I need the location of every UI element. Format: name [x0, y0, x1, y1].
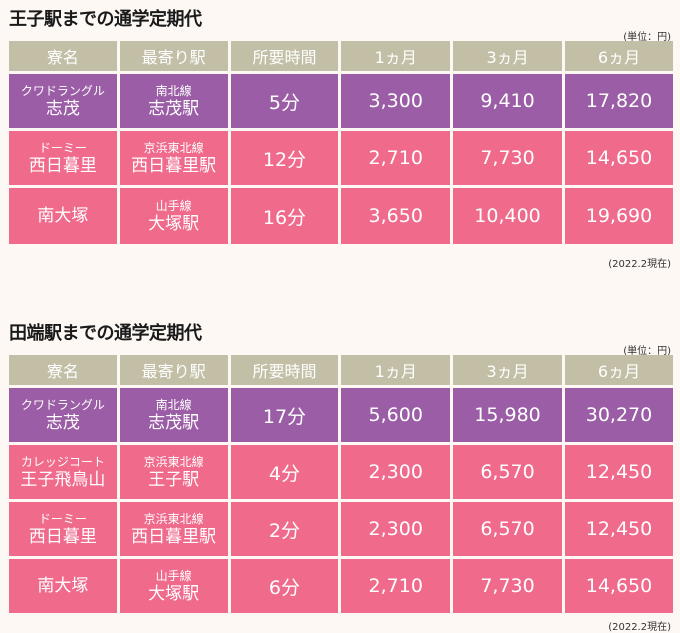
- section-tabata: 田端駅までの通学定期代 (単位：円) 寮名 最寄り駅 所要時間 1ヵ月 3ヵ月 …: [9, 322, 673, 633]
- station-name: 志茂駅: [148, 412, 200, 433]
- station-name: 大塚駅: [148, 213, 200, 234]
- dorm-brand: クワドラングル: [20, 83, 105, 98]
- station-cell: 山手線 大塚駅: [119, 188, 228, 244]
- table-header-row: 寮名 最寄り駅 所要時間 1ヵ月 3ヵ月 6ヵ月: [9, 41, 673, 71]
- station-name: 王子駅: [148, 469, 200, 490]
- dorm-brand: カレッジコート: [20, 454, 105, 469]
- dorm-cell: クワドラングル 志茂: [9, 74, 117, 128]
- table-row: ドーミー 西日暮里 京浜東北線 西日暮里駅 12分 2,710 7,730 14,6…: [9, 131, 673, 185]
- fare-1month: 5,600: [341, 388, 451, 442]
- section-title: 田端駅までの通学定期代: [9, 323, 202, 344]
- dorm-cell: クワドラングル 志茂: [9, 388, 117, 442]
- table-row: カレッジコート 王子飛鳥山 京浜東北線 王子駅 4分 2,300 6,570 12,…: [9, 445, 673, 499]
- fare-6month: 12,450: [565, 445, 673, 499]
- travel-time: 17分: [230, 388, 339, 442]
- header-station: 最寄り駅: [119, 41, 228, 71]
- date-note: (2022.2現在): [608, 259, 671, 270]
- fare-1month: 2,710: [341, 131, 451, 185]
- fare-3month: 15,980: [453, 388, 562, 442]
- line-name: 南北線: [155, 397, 192, 412]
- station-cell: 京浜東北線 西日暮里駅: [119, 131, 228, 185]
- header-dorm: 寮名: [9, 355, 117, 385]
- fare-6month: 14,650: [565, 559, 673, 613]
- dorm-cell: カレッジコート 王子飛鳥山: [9, 445, 117, 499]
- dorm-name: 南大塚: [37, 576, 89, 596]
- fare-6month: 17,820: [565, 74, 673, 128]
- station-cell: 京浜東北線 西日暮里駅: [119, 502, 228, 556]
- travel-time: 12分: [230, 131, 339, 185]
- dorm-cell: 南大塚: [9, 559, 117, 613]
- fare-1month: 2,300: [341, 502, 451, 556]
- dorm-name: 王子飛鳥山: [20, 469, 106, 490]
- line-name: 京浜東北線: [143, 140, 204, 155]
- line-name: 南北線: [155, 83, 192, 98]
- dorm-brand: ドーミー: [38, 511, 87, 526]
- fare-table: 寮名 最寄り駅 所要時間 1ヵ月 3ヵ月 6ヵ月 クワドラングル 志茂 南北線 志茂…: [6, 352, 676, 616]
- header-3month: 3ヵ月: [453, 355, 562, 385]
- dorm-brand: ドーミー: [38, 140, 87, 155]
- station-name: 西日暮里駅: [131, 155, 217, 176]
- fare-3month: 6,570: [453, 445, 562, 499]
- travel-time: 2分: [230, 502, 339, 556]
- dorm-cell: 南大塚: [9, 188, 117, 244]
- line-name: 山手線: [155, 198, 192, 213]
- line-name: 山手線: [155, 568, 192, 583]
- dorm-cell: ドーミー 西日暮里: [9, 502, 117, 556]
- travel-time: 16分: [230, 188, 339, 244]
- table-row: クワドラングル 志茂 南北線 志茂駅 17分 5,600 15,980 30,270: [9, 388, 673, 442]
- dorm-cell: ドーミー 西日暮里: [9, 131, 117, 185]
- fare-6month: 30,270: [565, 388, 673, 442]
- fare-3month: 7,730: [453, 131, 562, 185]
- station-name: 大塚駅: [148, 583, 200, 604]
- header-time: 所要時間: [230, 41, 339, 71]
- date-note: (2022.2現在): [608, 622, 671, 633]
- header-3month: 3ヵ月: [453, 41, 562, 71]
- fare-1month: 3,300: [341, 74, 451, 128]
- fare-6month: 12,450: [565, 502, 673, 556]
- table-header-row: 寮名 最寄り駅 所要時間 1ヵ月 3ヵ月 6ヵ月: [9, 355, 673, 385]
- header-1month: 1ヵ月: [341, 41, 451, 71]
- dorm-name: 志茂: [45, 98, 80, 119]
- fare-3month: 9,410: [453, 74, 562, 128]
- section-title: 王子駅までの通学定期代: [9, 9, 202, 30]
- fare-table: 寮名 最寄り駅 所要時間 1ヵ月 3ヵ月 6ヵ月 クワドラングル 志茂 南北線 志茂…: [6, 38, 676, 247]
- fare-1month: 3,650: [341, 188, 451, 244]
- fare-1month: 2,300: [341, 445, 451, 499]
- unit-label: (単位：円): [623, 346, 671, 357]
- station-cell: 南北線 志茂駅: [119, 74, 228, 128]
- header-6month: 6ヵ月: [565, 355, 673, 385]
- dorm-name: 志茂: [45, 412, 80, 433]
- fare-3month: 7,730: [453, 559, 562, 613]
- header-dorm: 寮名: [9, 41, 117, 71]
- dorm-name: 西日暮里: [28, 155, 97, 176]
- line-name: 京浜東北線: [143, 454, 204, 469]
- table-row: クワドラングル 志茂 南北線 志茂駅 5分 3,300 9,410 17,820: [9, 74, 673, 128]
- header-station: 最寄り駅: [119, 355, 228, 385]
- fare-6month: 14,650: [565, 131, 673, 185]
- line-name: 京浜東北線: [143, 511, 204, 526]
- header-1month: 1ヵ月: [341, 355, 451, 385]
- fare-3month: 6,570: [453, 502, 562, 556]
- dorm-name: 西日暮里: [28, 526, 97, 547]
- fare-6month: 19,690: [565, 188, 673, 244]
- station-cell: 山手線 大塚駅: [119, 559, 228, 613]
- fare-3month: 10,400: [453, 188, 562, 244]
- table-row: 南大塚 山手線 大塚駅 16分 3,650 10,400 19,690: [9, 188, 673, 244]
- dorm-name: 南大塚: [37, 206, 89, 226]
- header-time: 所要時間: [230, 355, 339, 385]
- travel-time: 6分: [230, 559, 339, 613]
- section-oji: 王子駅までの通学定期代 (単位：円) 寮名 最寄り駅 所要時間 1ヵ月 3ヵ月 …: [9, 8, 673, 270]
- travel-time: 5分: [230, 74, 339, 128]
- station-cell: 南北線 志茂駅: [119, 388, 228, 442]
- station-name: 西日暮里駅: [131, 526, 217, 547]
- table-row: 南大塚 山手線 大塚駅 6分 2,710 7,730 14,650: [9, 559, 673, 613]
- table-row: ドーミー 西日暮里 京浜東北線 西日暮里駅 2分 2,300 6,570 12,45…: [9, 502, 673, 556]
- unit-label: (単位：円): [623, 32, 671, 43]
- dorm-brand: クワドラングル: [20, 397, 105, 412]
- header-6month: 6ヵ月: [565, 41, 673, 71]
- station-name: 志茂駅: [148, 98, 200, 119]
- travel-time: 4分: [230, 445, 339, 499]
- fare-1month: 2,710: [341, 559, 451, 613]
- station-cell: 京浜東北線 王子駅: [119, 445, 228, 499]
